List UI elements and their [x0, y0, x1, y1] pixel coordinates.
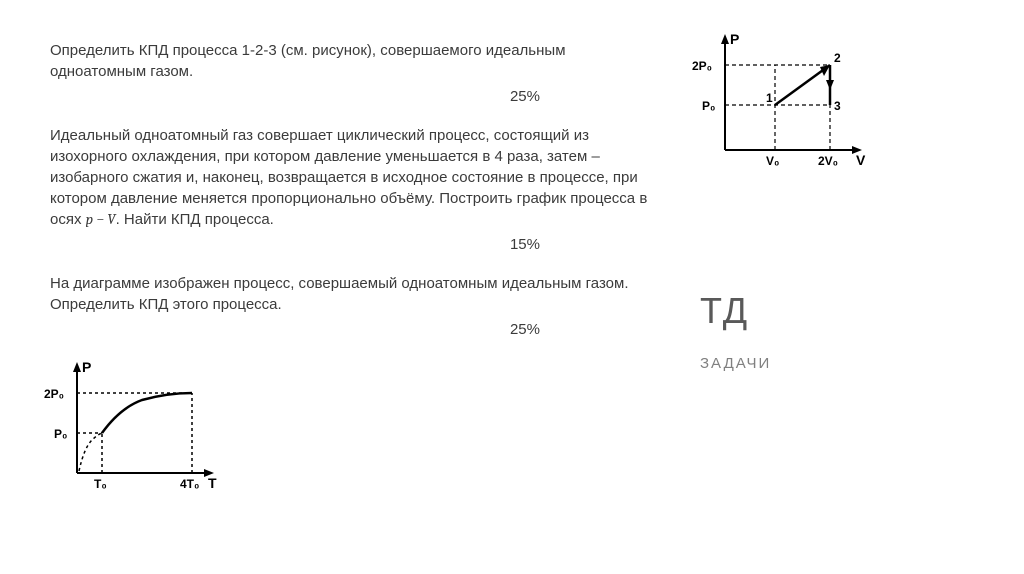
problem-1: Определить КПД процесса 1-2-3 (см. рисун…: [50, 40, 650, 107]
point-label: 3: [834, 99, 841, 113]
problem-text: На диаграмме изображен процесс, совершае…: [50, 273, 650, 315]
x-tick: 2V₀: [818, 154, 838, 168]
pt-diagram: P T 2P₀ P₀ T₀ 4T₀: [32, 358, 650, 504]
problem-text: Идеальный одноатомный газ совершает цикл…: [50, 125, 650, 230]
point-label: 1: [766, 91, 773, 105]
problem-answer: 25%: [50, 86, 650, 107]
problems-column: Определить КПД процесса 1-2-3 (см. рисун…: [0, 0, 680, 574]
y-tick: 2P₀: [44, 387, 64, 401]
x-tick: 4T₀: [180, 477, 199, 491]
y-tick: 2P₀: [692, 59, 712, 73]
problem-text: Определить КПД процесса 1-2-3 (см. рисун…: [50, 40, 650, 82]
pt-chart-svg: P T 2P₀ P₀ T₀ 4T₀: [32, 358, 222, 498]
pv-chart-svg: 1 2 3 P V 2P₀ P₀ V₀ 2V₀: [680, 30, 870, 170]
problem-2: Идеальный одноатомный газ совершает цикл…: [50, 125, 650, 255]
problem-answer: 15%: [50, 234, 650, 255]
section-subtitle: ЗАДАЧИ: [700, 355, 771, 372]
y-axis-label: P: [730, 31, 739, 47]
point-label: 2: [834, 51, 841, 65]
problem-3: На диаграмме изображен процесс, совершае…: [50, 273, 650, 340]
y-axis-label: P: [82, 359, 91, 375]
x-axis-label: V: [856, 152, 866, 168]
problem-answer: 25%: [50, 319, 650, 340]
y-tick: P₀: [54, 427, 67, 441]
right-column: 1 2 3 P V 2P₀ P₀ V₀ 2V₀ ТД ЗАДАЧИ: [680, 0, 1024, 574]
x-axis-label: T: [208, 475, 217, 491]
pv-diagram: 1 2 3 P V 2P₀ P₀ V₀ 2V₀: [680, 30, 870, 175]
section-title: ТД: [700, 290, 749, 332]
y-tick: P₀: [702, 99, 715, 113]
x-tick: T₀: [94, 477, 107, 491]
x-tick: V₀: [766, 154, 779, 168]
